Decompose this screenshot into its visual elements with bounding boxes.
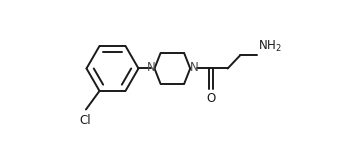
Text: Cl: Cl — [79, 114, 91, 126]
Text: NH$_2$: NH$_2$ — [258, 38, 282, 54]
Text: O: O — [206, 92, 215, 105]
Text: N: N — [147, 61, 155, 74]
Text: N: N — [189, 61, 198, 74]
